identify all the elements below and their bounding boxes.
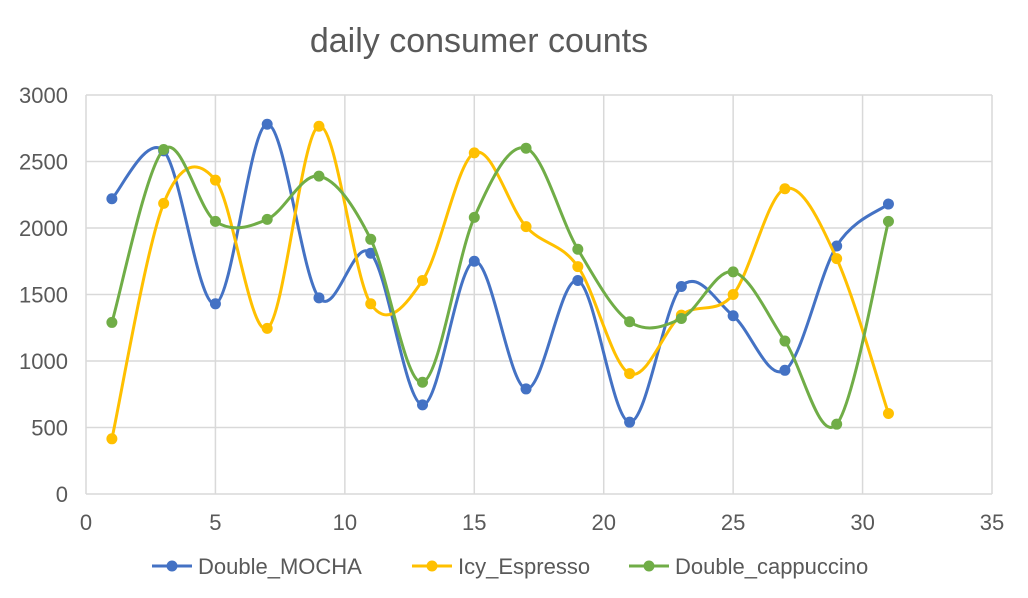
data-point — [468, 255, 480, 267]
legend-label: Double_cappuccino — [675, 554, 868, 579]
legend-label: Double_MOCHA — [198, 554, 362, 579]
data-point — [675, 312, 687, 324]
x-tick-label: 25 — [721, 510, 745, 535]
data-point — [313, 170, 325, 182]
x-tick-label: 5 — [209, 510, 221, 535]
legend-item: Double_MOCHA — [152, 554, 362, 579]
data-point — [727, 266, 739, 278]
data-point — [831, 418, 843, 430]
data-point — [624, 368, 636, 380]
data-point — [831, 253, 843, 265]
data-point — [779, 335, 791, 347]
legend-item: Double_cappuccino — [629, 554, 868, 579]
data-point — [882, 198, 894, 210]
y-tick-label: 500 — [31, 416, 68, 441]
data-point — [365, 233, 377, 245]
data-point — [520, 221, 532, 233]
legend-swatch-marker — [426, 560, 438, 572]
data-point — [158, 144, 170, 156]
data-point — [779, 183, 791, 195]
y-tick-label: 1000 — [19, 349, 68, 374]
data-point — [313, 120, 325, 132]
axes: 0 500 1000 1500 2000 2500 3000 0 5 10 15 20 25 30 35 — [19, 83, 1004, 535]
series-line — [110, 145, 890, 429]
data-point — [675, 281, 687, 293]
data-point — [209, 298, 221, 310]
series-group — [106, 118, 894, 445]
data-point — [727, 289, 739, 300]
series-Double_cappuccino — [106, 142, 894, 430]
data-point — [882, 408, 894, 420]
gridlines — [85, 94, 993, 495]
chart-title: daily consumer counts — [309, 22, 649, 60]
data-point — [417, 275, 429, 287]
x-tick-label: 10 — [333, 510, 357, 535]
legend-item: Icy_Espresso — [412, 554, 590, 579]
x-tick-label: 30 — [850, 510, 874, 535]
x-tick-label: 15 — [462, 510, 486, 535]
data-point — [831, 240, 843, 252]
y-tick-label: 3000 — [19, 83, 68, 108]
data-point — [624, 416, 636, 428]
data-point — [209, 174, 221, 186]
x-tick-label: 0 — [80, 510, 92, 535]
x-tick-label: 20 — [591, 510, 615, 535]
legend-swatch-marker — [166, 560, 178, 572]
data-point — [779, 364, 791, 376]
legend-swatch-marker — [643, 560, 655, 572]
data-point — [520, 142, 532, 154]
data-point — [365, 298, 377, 310]
y-tick-label: 1500 — [19, 283, 68, 308]
data-point — [417, 399, 429, 411]
data-point — [106, 433, 118, 445]
data-point — [624, 316, 636, 328]
data-point — [572, 261, 584, 273]
data-point — [727, 310, 739, 322]
data-point — [209, 215, 221, 227]
series-Icy_Espresso — [106, 120, 894, 445]
y-tick-label: 2500 — [19, 150, 68, 175]
data-point — [158, 197, 170, 209]
data-point — [468, 211, 480, 223]
data-point — [365, 247, 377, 259]
data-point — [261, 322, 273, 334]
y-tick-label: 0 — [56, 482, 68, 507]
series-line — [110, 122, 890, 424]
data-point — [572, 243, 584, 255]
data-point — [261, 213, 273, 225]
data-point — [106, 316, 118, 328]
data-point — [417, 376, 429, 388]
series-Double_MOCHA — [106, 118, 894, 428]
data-point — [313, 292, 325, 304]
legend-label: Icy_Espresso — [458, 554, 590, 579]
data-point — [882, 215, 894, 227]
series-line — [110, 124, 890, 440]
data-point — [468, 147, 480, 159]
x-tick-label: 35 — [980, 510, 1004, 535]
data-point — [106, 193, 118, 205]
data-point — [572, 275, 584, 287]
y-tick-label: 2000 — [19, 216, 68, 241]
legend: Double_MOCHA Icy_Espresso Double_cappuccin… — [152, 554, 868, 579]
data-point — [261, 118, 273, 130]
data-point — [520, 383, 532, 395]
